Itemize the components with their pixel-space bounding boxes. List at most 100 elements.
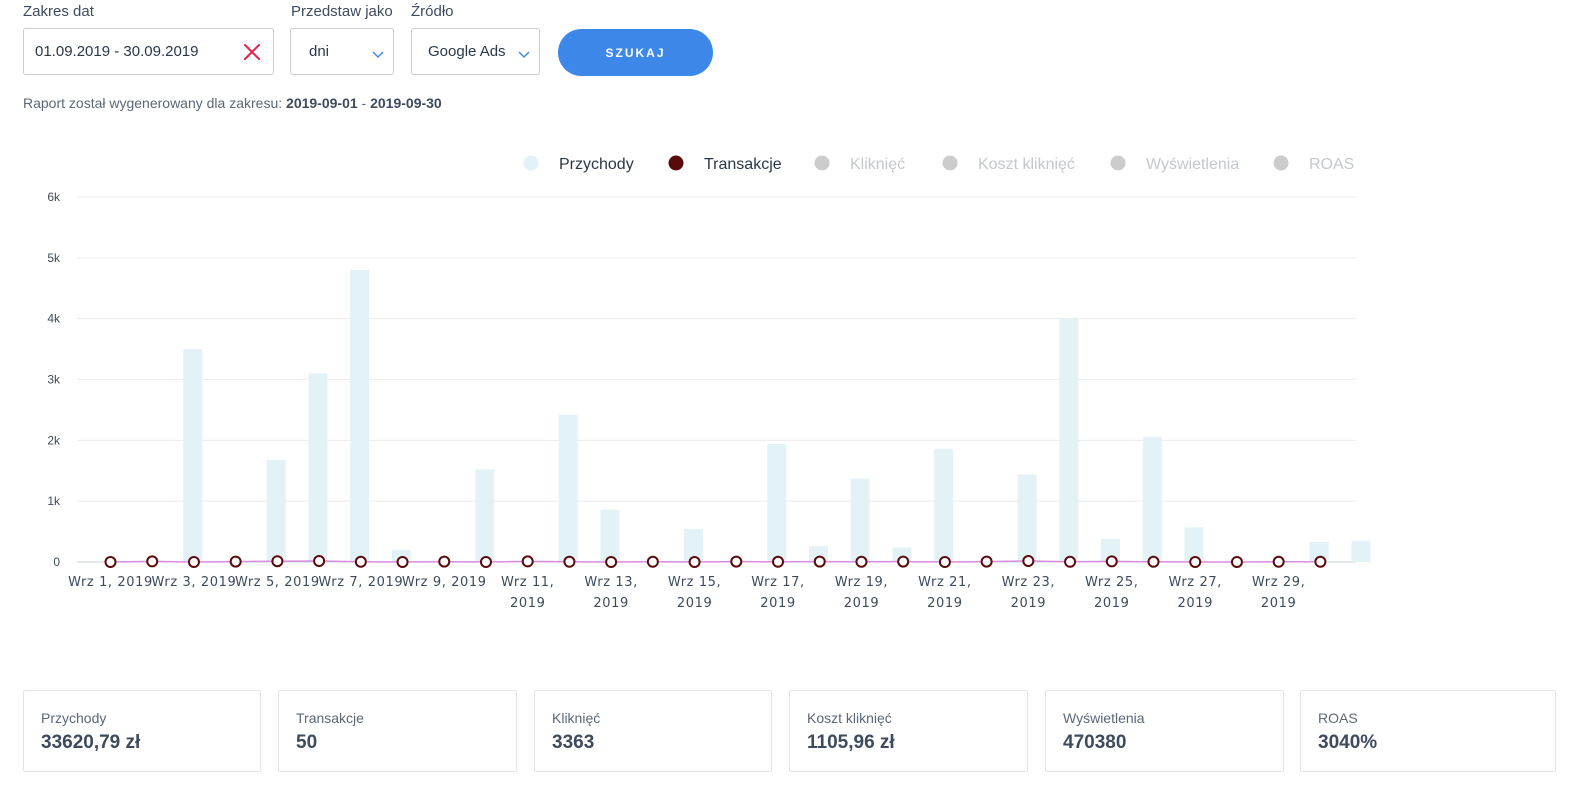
x-tick-label: Wrz 7, 2019 <box>318 575 403 590</box>
legend-label: Kliknięć <box>850 156 905 173</box>
summary-card-label: Transakcje <box>296 710 364 726</box>
chart-gridlines <box>77 196 1356 563</box>
legend-label: Transakcje <box>704 156 782 173</box>
transactions-point <box>772 555 785 568</box>
revenue-bar <box>475 469 495 562</box>
transactions-point <box>1064 555 1077 568</box>
transactions-point <box>271 555 284 568</box>
transactions-point <box>813 555 826 568</box>
transactions-point <box>938 556 951 568</box>
transactions-point <box>605 556 618 568</box>
transactions-line-path <box>110 560 1321 563</box>
summary-card-value: 33620,79 zł <box>41 732 141 753</box>
x-tick-label: Wrz 25, 2019 <box>1085 575 1138 611</box>
chevron-down-icon <box>372 51 384 58</box>
transactions-line <box>104 555 1327 568</box>
revenue-bars <box>183 270 1371 562</box>
legend-label: Wyświetlenia <box>1146 156 1239 173</box>
transactions-point <box>980 555 993 568</box>
summary-card-value: 3040% <box>1318 732 1378 753</box>
legend-marker <box>1273 155 1289 171</box>
summary-card-value: 3363 <box>552 732 595 753</box>
report-start-date: 2019-09-01 <box>286 95 358 111</box>
legend-item-koszt-kliknięć[interactable]: Koszt kliknięć <box>942 155 1075 174</box>
source-value: Google Ads <box>428 43 506 60</box>
summary-card-label: Koszt kliknięć <box>807 710 892 726</box>
legend-item-wyświetlenia[interactable]: Wyświetlenia <box>1110 155 1240 174</box>
x-tick-label: Wrz 19, 2019 <box>835 575 888 611</box>
revenue-bar <box>683 529 703 562</box>
transactions-point <box>1105 555 1118 568</box>
legend-label: Koszt kliknięć <box>978 156 1075 173</box>
legend-item-kliknięć[interactable]: Kliknięć <box>814 155 906 174</box>
transactions-point <box>1147 555 1160 568</box>
y-tick-label: 4k <box>47 312 61 326</box>
date-range-value: 01.09.2019 - 30.09.2019 <box>35 43 199 60</box>
search-button[interactable]: SZUKAJ <box>558 29 713 76</box>
summary-card-label: ROAS <box>1318 710 1358 726</box>
transactions-point <box>521 555 534 568</box>
summary-card-value: 470380 <box>1063 732 1127 753</box>
transactions-point <box>354 555 367 568</box>
source-label: Źródło <box>411 3 454 20</box>
revenue-bar <box>1351 540 1371 562</box>
transactions-point <box>1314 555 1327 568</box>
transactions-point <box>187 556 200 568</box>
summary-card-label: Wyświetlenia <box>1063 710 1145 726</box>
summary-card: Koszt kliknięć 1105,96 zł <box>789 690 1028 772</box>
transactions-point <box>438 555 451 568</box>
date-range-field[interactable]: 01.09.2019 - 30.09.2019 <box>23 28 274 75</box>
summary-card: ROAS 3040% <box>1300 690 1556 772</box>
revenue-bar <box>850 478 870 562</box>
transactions-point <box>104 556 117 568</box>
y-tick-label: 0 <box>53 555 60 569</box>
y-tick-label: 6k <box>47 190 61 204</box>
transactions-point <box>646 555 659 568</box>
transactions-point <box>229 555 242 568</box>
x-tick-label: Wrz 13, 2019 <box>584 575 637 611</box>
legend-item-przychody[interactable]: Przychody <box>523 155 634 174</box>
revenue-transactions-chart: Przychody Transakcje Kliknięć Koszt kliknię… <box>47 155 1371 611</box>
present-as-select[interactable]: dni <box>290 28 394 75</box>
source-select[interactable]: Google Ads <box>411 28 540 75</box>
summary-card: Transakcje 50 <box>278 690 517 772</box>
transactions-point <box>479 556 492 568</box>
x-tick-label: Wrz 3, 2019 <box>152 575 237 590</box>
transactions-point <box>897 555 910 568</box>
transactions-point <box>146 555 159 568</box>
x-tick-label: Wrz 11, 2019 <box>501 575 554 611</box>
x-tick-label: Wrz 17, 2019 <box>751 575 804 611</box>
summary-card-label: Kliknięć <box>552 710 601 726</box>
revenue-bar <box>600 509 620 562</box>
transactions-point <box>313 555 326 567</box>
revenue-bar <box>1059 318 1079 562</box>
legend-marker <box>1110 155 1126 171</box>
transactions-point <box>855 555 868 568</box>
summary-card-value: 1105,96 zł <box>807 732 895 753</box>
transactions-point <box>688 556 701 568</box>
revenue-bar <box>767 443 787 562</box>
revenue-bar <box>558 414 578 562</box>
legend-item-roas[interactable]: ROAS <box>1273 155 1355 174</box>
summary-card: Przychody 33620,79 zł <box>23 690 261 772</box>
revenue-bar <box>183 349 203 562</box>
revenue-bar <box>1142 436 1162 562</box>
report-range-text: Raport został wygenerowany dla zakresu: … <box>23 95 442 111</box>
clear-icon[interactable] <box>241 41 263 63</box>
y-tick-label: 5k <box>47 251 61 265</box>
legend-item-transakcje[interactable]: Transakcje <box>668 155 782 174</box>
transactions-point <box>1022 555 1035 567</box>
present-as-label: Przedstaw jako <box>291 3 393 20</box>
y-tick-label: 3k <box>47 373 61 387</box>
x-tick-label: Wrz 21, 2019 <box>918 575 971 611</box>
revenue-bar <box>350 270 370 562</box>
legend-label: Przychody <box>559 156 634 173</box>
x-tick-label: Wrz 27, 2019 <box>1168 575 1221 611</box>
x-tick-label: Wrz 23, 2019 <box>1002 575 1055 611</box>
present-as-value: dni <box>309 43 330 60</box>
summary-card: Wyświetlenia 470380 <box>1045 690 1284 772</box>
legend-marker <box>523 155 539 171</box>
revenue-bar <box>934 448 954 562</box>
legend-marker <box>814 155 830 171</box>
